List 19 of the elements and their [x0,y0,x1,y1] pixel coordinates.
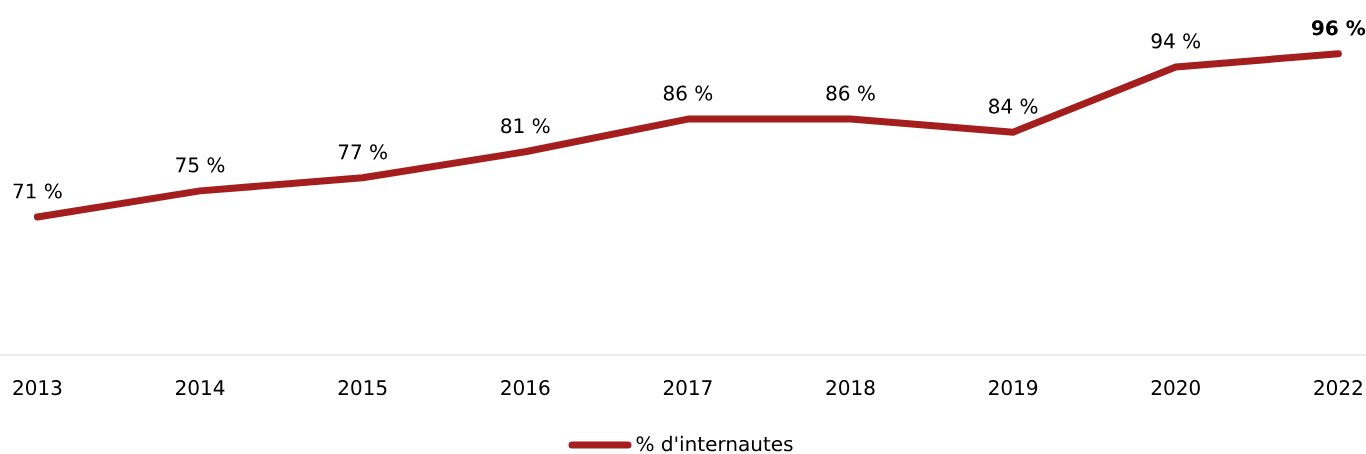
x-tick-label: 2015 [338,380,387,396]
x-tick-label: 2017 [663,380,712,396]
data-label: 75 % [176,157,225,173]
data-label: 86 % [826,85,875,101]
data-label: 81 % [501,118,550,134]
x-tick-label: 2014 [176,380,225,396]
data-label: 84 % [989,98,1038,114]
x-tick-label: 2016 [501,380,550,396]
x-tick-label: 2019 [989,380,1038,396]
data-label: 71 % [13,183,62,199]
x-tick-label: 2020 [1151,380,1200,396]
data-label: 96 % [1311,20,1366,36]
x-tick-label: 2018 [826,380,875,396]
x-tick-label: 2013 [13,380,62,396]
data-label: 94 % [1151,33,1201,49]
data-label: 86 % [663,85,713,101]
legend-label: % d'internautes [636,435,793,452]
x-tick-label: 2022 [1314,380,1362,396]
data-label: 77 % [338,144,387,160]
